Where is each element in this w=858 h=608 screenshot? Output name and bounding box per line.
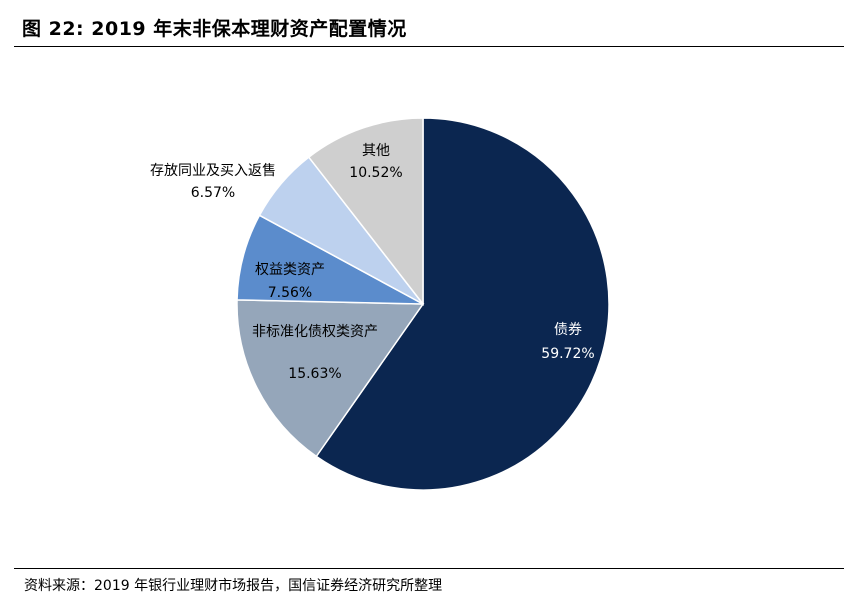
slice-label-存放同业及买入返售-name: 存放同业及买入返售 [150, 163, 276, 179]
pie-slice-非标准化债权类资产 [236, 299, 425, 458]
slice-label-非标准化债权类资产-name: 非标准化债权类资产 [252, 324, 378, 340]
slice-label-权益类资产-value: 7.56% [268, 285, 312, 301]
figure-title: 图 22: 2019 年末非保本理财资产配置情况 [22, 18, 407, 40]
slice-label-其他-value: 10.52% [349, 165, 402, 181]
slice-label-债券-value: 59.72% [541, 346, 594, 362]
slice-label-其他-name: 其他 [362, 143, 390, 159]
source-rule [14, 568, 844, 569]
pie-slices [236, 117, 610, 491]
slice-label-权益类资产-name: 权益类资产 [255, 262, 325, 278]
title-rule [14, 46, 844, 47]
slice-label-存放同业及买入返售-value: 6.57% [191, 185, 235, 201]
source-note: 资料来源：2019 年银行业理财市场报告，国信证券经济研究所整理 [24, 578, 443, 594]
pie-slice-其他 [307, 117, 424, 307]
slice-label-债券-name: 债券 [554, 322, 582, 338]
slice-label-非标准化债权类资产-value: 15.63% [288, 366, 341, 382]
pie-slice-债券 [315, 117, 610, 491]
